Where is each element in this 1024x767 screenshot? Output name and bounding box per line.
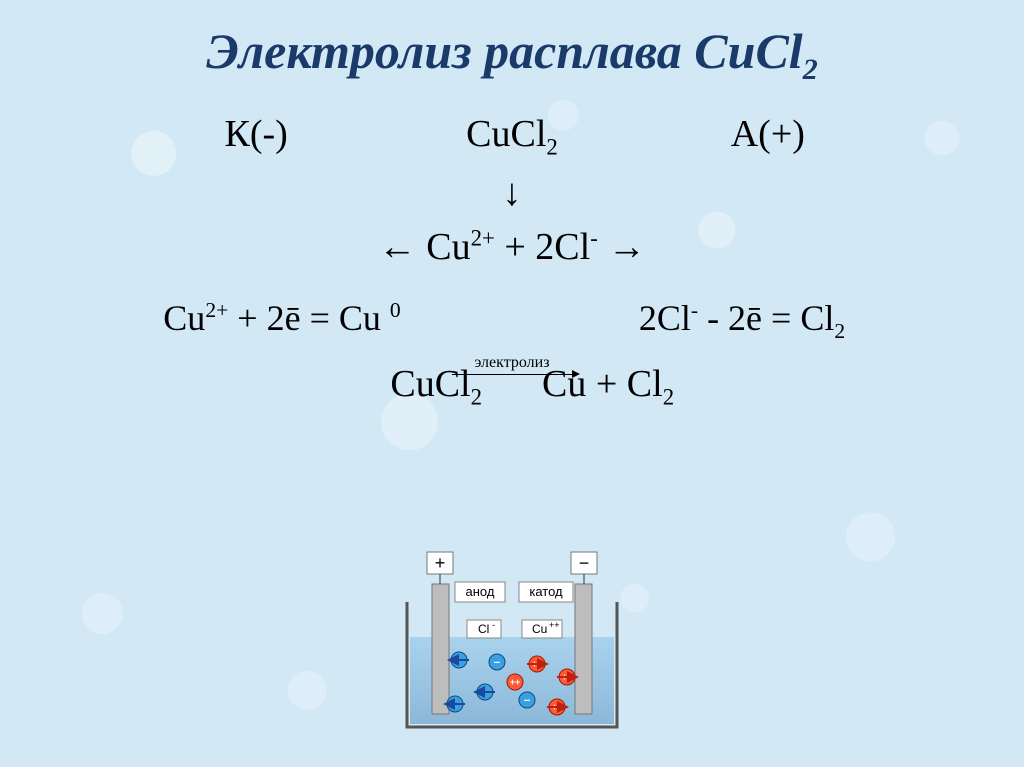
dissociation-header: К(-) CuCl2 А(+) — [0, 112, 1024, 161]
anode-reaction: 2Cl- - 2ē = Cl2 — [512, 297, 972, 344]
overall-reaction: электролиз CuCl2 Cu + Cl2 — [0, 362, 1024, 411]
title-text: Электролиз расплава CuCl — [206, 23, 802, 79]
svg-text:+: + — [435, 553, 446, 573]
title-sub: 2 — [803, 53, 818, 86]
svg-text:анод: анод — [466, 584, 495, 599]
left-arrow-icon: ← — [378, 225, 416, 269]
compound: CuCl2 — [466, 112, 558, 161]
anode-label: А(+) — [658, 112, 878, 156]
down-arrow: ↓ — [0, 171, 1024, 215]
arrow-label: электролиз — [474, 354, 549, 372]
ion-split: ← Cu2+ + 2Cl- → — [0, 225, 1024, 269]
svg-text:катод: катод — [529, 584, 563, 599]
svg-text:Cu: Cu — [532, 622, 547, 636]
cathode-label: К(-) — [146, 112, 366, 156]
svg-text:-: - — [492, 620, 495, 630]
svg-text:Cl: Cl — [478, 622, 489, 636]
page-title: Электролиз расплава CuCl2 — [0, 0, 1024, 87]
equations: К(-) CuCl2 А(+) ↓ ← Cu2+ + 2Cl- → Cu2+ +… — [0, 112, 1024, 410]
svg-text:−: − — [579, 553, 590, 573]
electrolysis-diagram: +−анодкатодCl-Cu++−−−−−++++++++ — [377, 542, 647, 737]
cathode-reaction: Cu2+ + 2ē = Cu 0 — [52, 297, 512, 339]
svg-text:−: − — [524, 695, 530, 707]
half-reactions: Cu2+ + 2ē = Cu 0 2Cl- - 2ē = Cl2 — [0, 297, 1024, 344]
svg-text:++: ++ — [549, 620, 560, 630]
right-arrow-icon: → — [608, 225, 646, 269]
reaction-arrow-icon — [452, 374, 572, 375]
svg-text:++: ++ — [510, 677, 521, 687]
svg-text:−: − — [494, 657, 500, 669]
